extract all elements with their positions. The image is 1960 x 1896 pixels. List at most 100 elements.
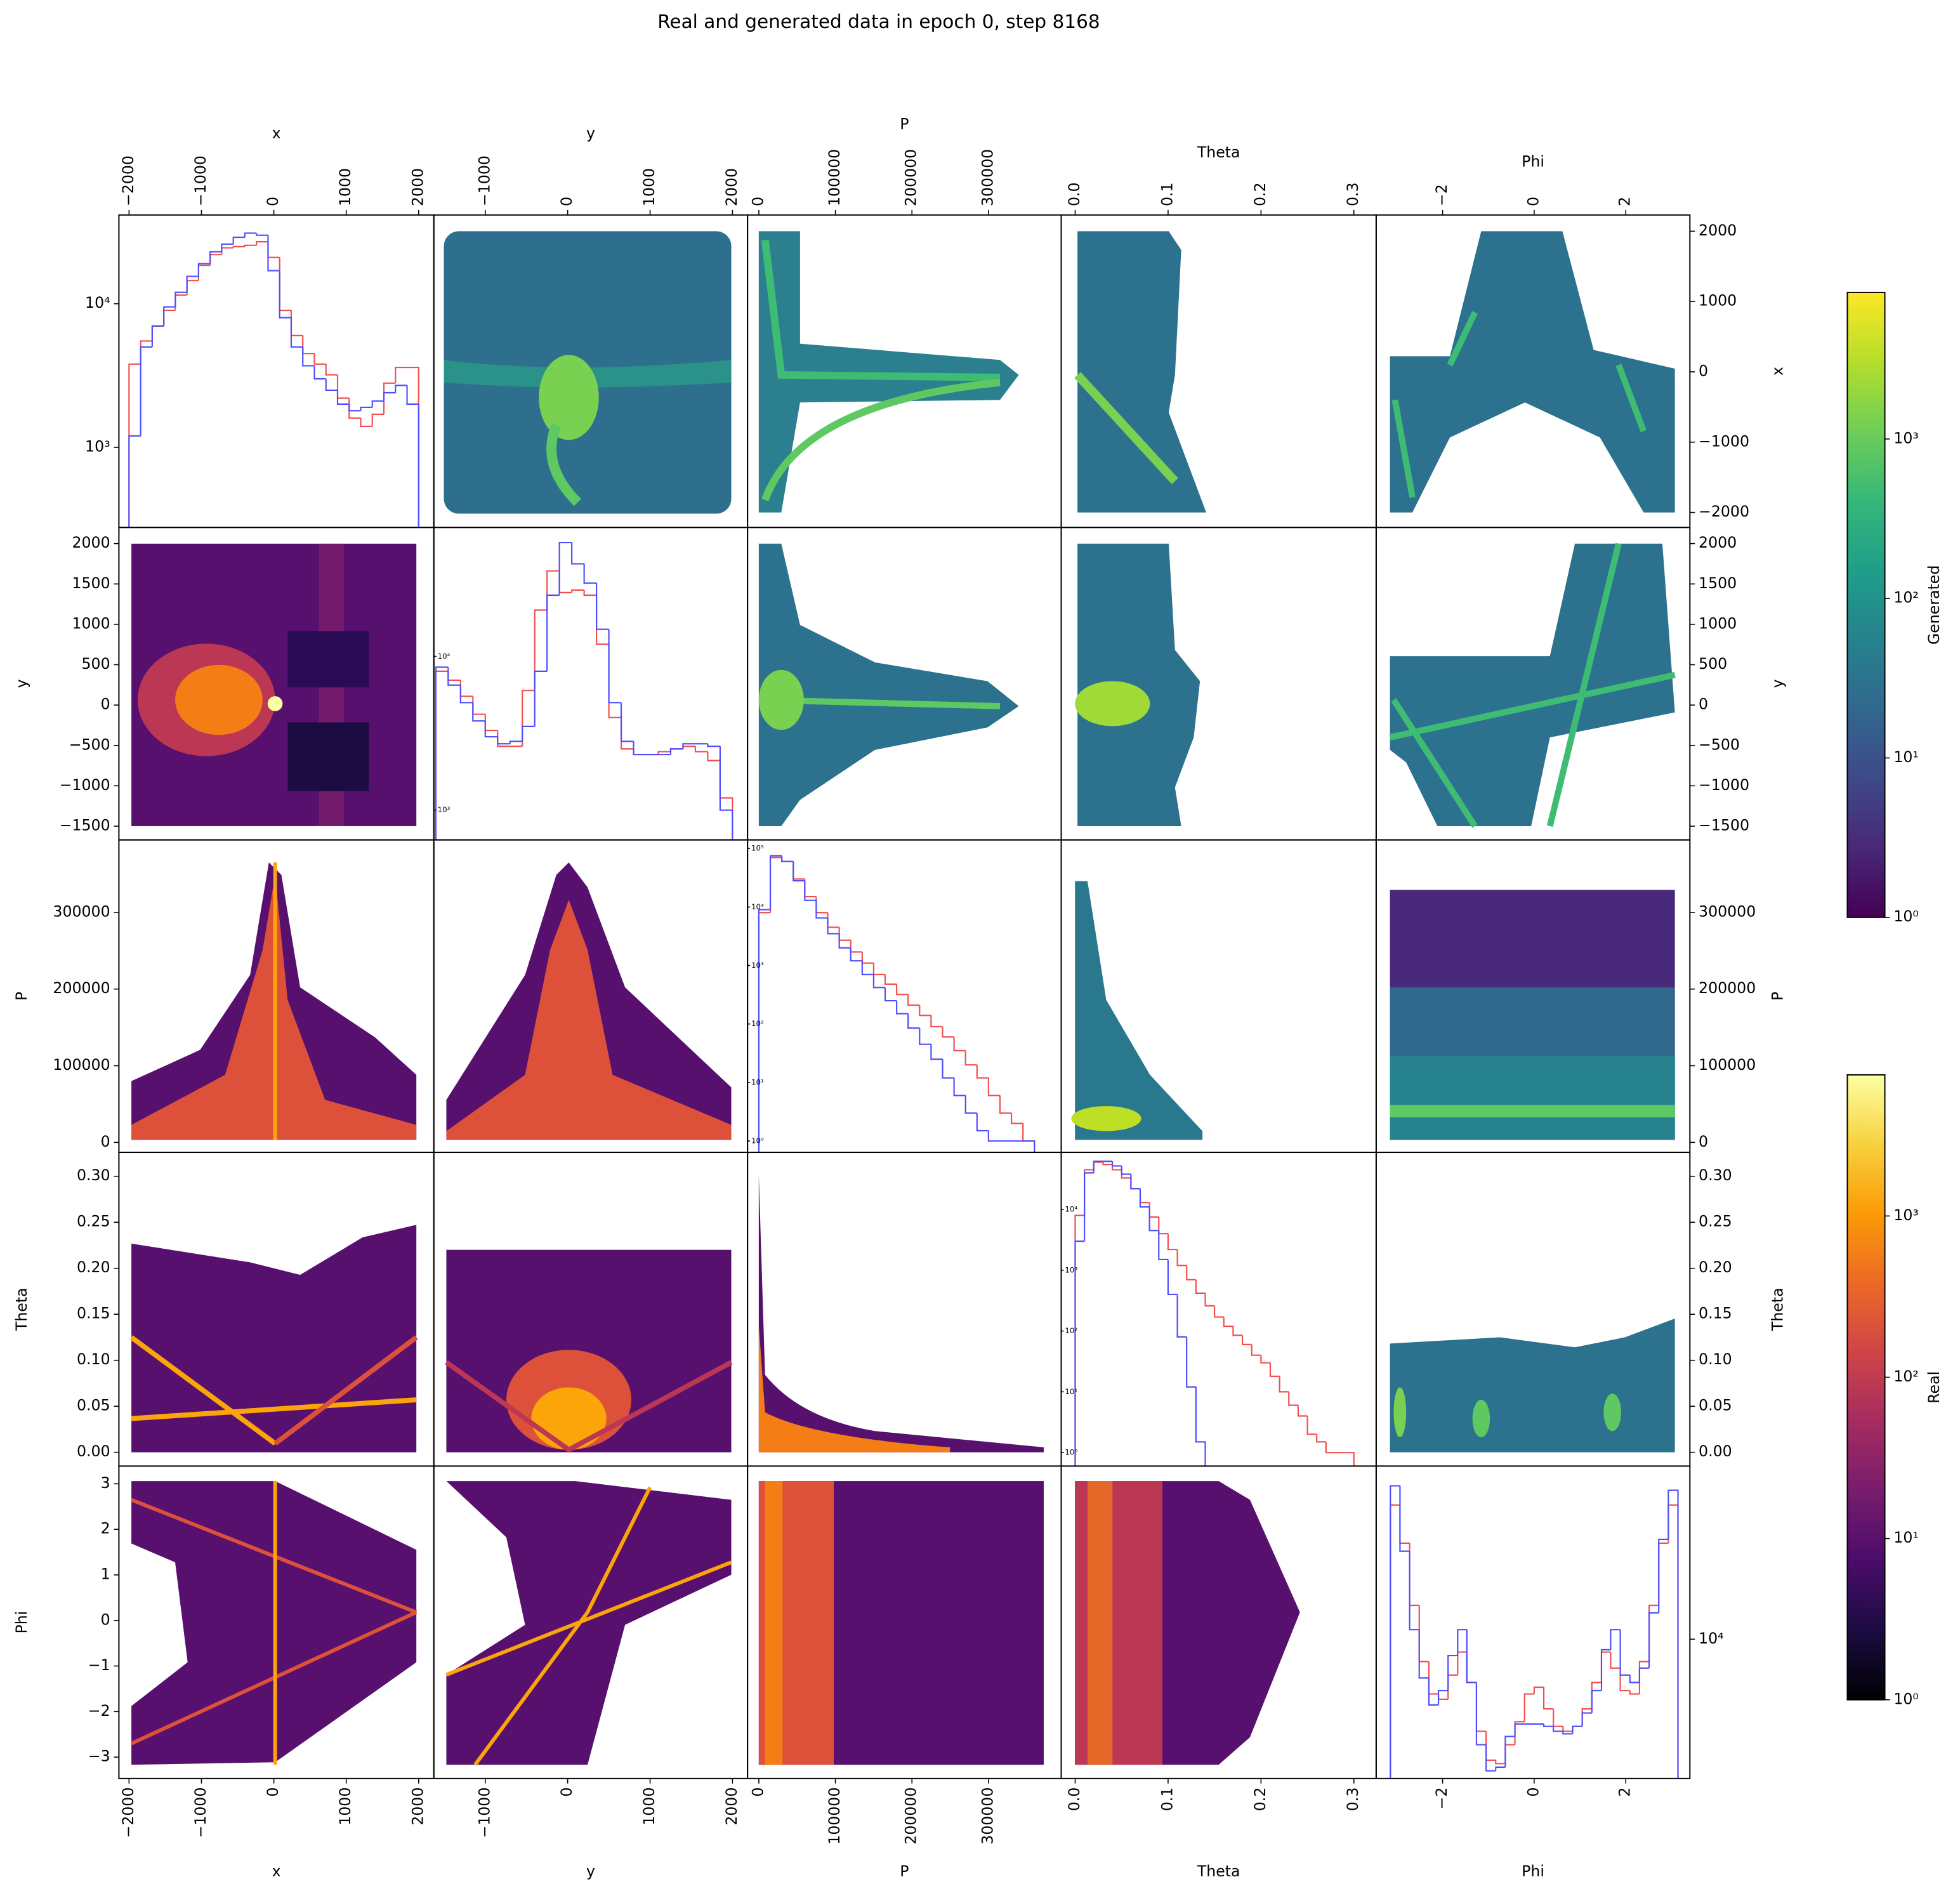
y-tick-label: 0 xyxy=(101,695,110,713)
histogram-step xyxy=(1260,1355,1270,1364)
histogram-step xyxy=(459,685,473,704)
heatmap xyxy=(445,1486,732,1766)
heatmap xyxy=(131,1225,417,1452)
x-tick-label: −2 xyxy=(1433,1787,1450,1810)
colorbar-tick-label: 10⁰ xyxy=(1893,907,1919,925)
histogram-step xyxy=(1581,1712,1592,1727)
y-tick-label: 200000 xyxy=(53,979,110,997)
y-tick-label: 1500 xyxy=(1699,574,1737,592)
axis-label: Theta xyxy=(1769,1287,1787,1331)
histogram-step xyxy=(383,392,396,402)
histogram-step xyxy=(1533,1686,1544,1694)
y-tick-label: 10³ xyxy=(438,805,451,814)
x-tick-label: 300000 xyxy=(978,149,996,206)
heatmap xyxy=(175,664,263,735)
x-tick-label: 300000 xyxy=(978,1787,996,1845)
histogram-step xyxy=(942,1026,954,1038)
x-tick-label: 0.0 xyxy=(1065,182,1083,206)
y-tick-label: 0 xyxy=(1699,1133,1708,1150)
heatmap xyxy=(539,355,599,440)
colorbar-frame xyxy=(1846,1074,1886,1701)
heatmap xyxy=(267,696,283,711)
y-tick-label: 0.05 xyxy=(1699,1397,1732,1414)
heatmap xyxy=(446,1481,732,1765)
y-tick-label: 500 xyxy=(1699,655,1727,673)
y-tick-label: 2 xyxy=(101,1520,110,1537)
histogram-step xyxy=(919,1028,931,1045)
histogram-step xyxy=(534,609,548,691)
histogram-step xyxy=(682,743,695,749)
histogram-step xyxy=(1232,1326,1243,1336)
x-tick-label: 100000 xyxy=(825,149,843,206)
axis-label: Phi xyxy=(1522,153,1544,171)
histogram-step xyxy=(509,741,523,744)
x-tick-label: 2000 xyxy=(723,168,740,206)
y-tick-label: −1500 xyxy=(1699,816,1749,834)
histogram xyxy=(1074,1161,1355,1466)
histogram-step xyxy=(1186,1265,1196,1280)
heatmap xyxy=(1077,543,1200,826)
colorbar-label: Generated xyxy=(1925,565,1943,645)
y-tick-label: 10⁰ xyxy=(751,1136,764,1145)
y-tick-label: 10⁵ xyxy=(751,844,764,853)
histogram-step xyxy=(279,270,291,319)
histogram-step xyxy=(447,667,461,686)
histogram-step xyxy=(395,385,407,393)
heatmap xyxy=(531,1387,607,1450)
x-tick-label: 0 xyxy=(558,1787,576,1797)
axis-label: Theta xyxy=(13,1287,30,1331)
x-tick-label: 0 xyxy=(749,197,766,206)
histogram-step xyxy=(1139,1188,1150,1208)
histogram-step xyxy=(1542,1723,1554,1727)
axis-label: y xyxy=(13,679,30,688)
histogram-step xyxy=(221,243,233,252)
heatmap xyxy=(1075,681,1150,727)
y-tick-label: 1000 xyxy=(72,614,110,632)
histogram-step xyxy=(256,233,268,236)
histogram-step xyxy=(1251,1344,1261,1356)
heatmap xyxy=(765,1481,783,1765)
x-tick-label: −1000 xyxy=(475,155,493,206)
histogram-step xyxy=(1269,1362,1280,1378)
histogram-step xyxy=(1466,1629,1477,1683)
y-tick-label: 1500 xyxy=(72,574,110,592)
y-tick-label: 10³ xyxy=(85,438,110,456)
x-tick-label: 2 xyxy=(1616,1787,1634,1797)
histogram xyxy=(758,855,1036,1153)
histogram-step xyxy=(1542,1687,1554,1710)
histogram-step xyxy=(838,933,851,949)
histogram-step xyxy=(1204,1293,1215,1307)
histogram-step xyxy=(174,291,187,307)
histogram-step xyxy=(1562,1731,1573,1735)
histogram-step xyxy=(953,1077,966,1096)
histogram-step xyxy=(313,353,326,365)
histogram-step xyxy=(804,881,817,901)
colorbar-tick-label: 10¹ xyxy=(1893,748,1919,766)
y-tick-label: 0.30 xyxy=(77,1166,110,1184)
histogram-step xyxy=(987,1130,1001,1142)
heatmap xyxy=(761,239,1001,381)
x-tick-label: −1000 xyxy=(192,155,209,206)
histogram-step xyxy=(1619,1629,1630,1676)
heatmap xyxy=(761,378,1001,501)
x-tick-label: −2000 xyxy=(119,1787,137,1838)
y-tick-label: −2 xyxy=(88,1702,110,1720)
y-tick-label: 0 xyxy=(1699,362,1708,379)
histogram-step xyxy=(534,670,548,727)
y-tick-label: 10⁴ xyxy=(751,902,764,911)
histogram-step xyxy=(571,543,584,565)
histogram-step xyxy=(163,306,176,326)
histogram-step xyxy=(1610,1629,1621,1650)
colorbar-tick-label: 10² xyxy=(1893,1367,1919,1385)
x-tick-label: −2 xyxy=(1433,184,1450,206)
histogram-step xyxy=(872,974,886,989)
histogram-step xyxy=(302,346,315,367)
y-tick-label: −500 xyxy=(69,735,110,753)
y-tick-label: 1000 xyxy=(1699,292,1737,310)
colorbar-tick-label: 10³ xyxy=(1893,429,1919,447)
histogram-step xyxy=(1638,1667,1650,1683)
histogram-step xyxy=(1553,1709,1563,1727)
histogram-step xyxy=(267,235,280,272)
y-tick-label: 300000 xyxy=(53,902,110,920)
